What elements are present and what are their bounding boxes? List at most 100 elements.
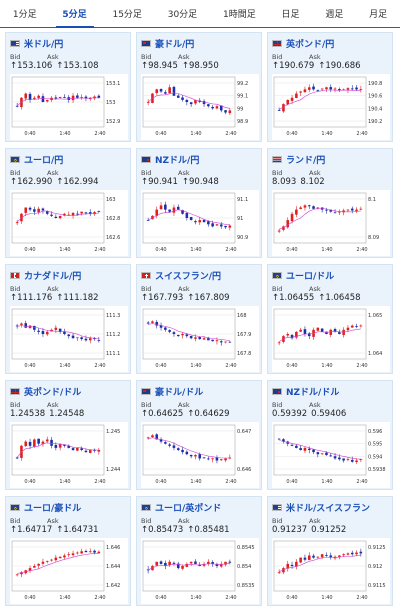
candle-body xyxy=(67,554,71,556)
moving-average-line xyxy=(148,92,230,109)
candle-body xyxy=(151,321,154,323)
mini-chart[interactable]: 1.646 1.644 1.642 0:40 1:40 2:40 xyxy=(10,538,128,604)
currency-card[interactable]: 英ポンド/ドル Bid Ask 1.24538 1.24548 1.245 1.244 0:4… xyxy=(5,380,131,490)
candle-body xyxy=(202,219,206,223)
mini-chart[interactable]: 0.9125 0.912 0.9115 0:40 1:40 2:40 xyxy=(272,538,390,604)
candle-body xyxy=(355,87,358,90)
bid-price: ↑0.64625 xyxy=(141,409,184,419)
mini-chart[interactable]: 91.1 91 90.9 0:40 1:40 2:40 xyxy=(141,190,259,256)
tab-3[interactable]: 30分足 xyxy=(167,10,198,20)
currency-card[interactable]: ユーロ/英ポンド Bid Ask ↑0.85473 ↑0.85481 0.8545 0.85… xyxy=(136,496,262,606)
x-tick-label: 2:40 xyxy=(225,363,236,369)
ch-flag-icon xyxy=(141,271,151,279)
mini-chart[interactable]: 190.8 190.6 190.4 190.2 0:40 1:40 2:40 xyxy=(272,74,390,140)
pair-name[interactable]: ランド/円 xyxy=(286,155,326,166)
pair-name[interactable]: NZドル/円 xyxy=(155,155,200,166)
pair-name[interactable]: 豪ドル/円 xyxy=(155,39,195,50)
currency-card[interactable]: ユーロ/円 Bid Ask ↑162.990 ↑162.994 163 162.8 162.6… xyxy=(5,148,131,258)
candle-body xyxy=(15,105,19,107)
x-tick-label: 2:40 xyxy=(94,363,105,369)
x-tick-label: 1:40 xyxy=(321,247,332,253)
candle-body xyxy=(97,95,101,98)
plot-frame xyxy=(142,424,236,476)
y-tick-label: 91.1 xyxy=(237,197,248,203)
tab-4[interactable]: 1時間足 xyxy=(222,10,256,20)
currency-card[interactable]: NZドル/ドル Bid Ask 0.59392 0.59406 0.596 0.595 0.5… xyxy=(267,380,393,490)
currency-card[interactable]: NZドル/円 Bid Ask ↑90.941 ↑90.948 91.1 91 90.9 0:40… xyxy=(136,148,262,258)
candle-body xyxy=(41,96,45,102)
pair-name[interactable]: 英ポンド/円 xyxy=(286,39,335,50)
y-tick-label: 163 xyxy=(106,197,116,203)
x-tick-label: 2:40 xyxy=(356,363,367,369)
currency-card[interactable]: カナダドル/円 Bid Ask ↑111.176 ↑111.182 111.3 111.2 1… xyxy=(5,264,131,374)
candle-body xyxy=(224,561,227,565)
y-tick-label: 91 xyxy=(237,216,243,222)
mini-chart[interactable]: 1.245 1.244 0:40 1:40 2:40 xyxy=(10,422,128,488)
currency-card[interactable]: 豪ドル/ドル Bid Ask ↑0.64625 ↑0.64629 0.647 0.646 0:… xyxy=(136,380,262,490)
tab-0[interactable]: 1分足 xyxy=(12,10,37,20)
mini-chart[interactable]: 0.8545 0.854 0.8535 0:40 1:40 2:40 xyxy=(141,538,259,604)
pair-name[interactable]: スイスフラン/円 xyxy=(155,271,222,282)
y-tick-label: 167.8 xyxy=(237,351,251,357)
candle-body xyxy=(342,89,345,91)
mini-chart[interactable]: 111.3 111.2 111.1 0:40 1:40 2:40 xyxy=(10,306,128,372)
pair-name[interactable]: 米ドル/スイスフラン xyxy=(286,503,371,514)
mini-chart[interactable]: 8.1 8.09 0:40 1:40 2:40 xyxy=(272,190,390,256)
bid-ask-labels: Bid Ask xyxy=(272,517,346,525)
tab-5[interactable]: 日足 xyxy=(281,10,300,20)
pair-name[interactable]: NZドル/ドル xyxy=(286,387,340,398)
candle-body xyxy=(329,555,333,558)
candle-body xyxy=(20,323,23,325)
candle-body xyxy=(207,458,210,460)
currency-card[interactable]: 米ドル/円 Bid Ask ↑153.106 ↑153.108 153.1 153 152.9… xyxy=(5,32,131,142)
pair-name[interactable]: ユーロ/円 xyxy=(24,155,64,166)
tab-6[interactable]: 週足 xyxy=(325,10,344,20)
ask-label: Ask xyxy=(47,169,59,177)
candle-body xyxy=(176,563,180,569)
pair-name[interactable]: カナダドル/円 xyxy=(24,271,82,282)
bid-label: Bid xyxy=(272,169,283,177)
mini-chart[interactable]: 1.065 1.064 0:40 1:40 2:40 xyxy=(272,306,390,372)
x-tick-label: 0:40 xyxy=(155,479,166,485)
candle-body xyxy=(45,439,49,442)
currency-card[interactable]: 英ポンド/円 Bid Ask ↑190.679 ↑190.686 190.8 190.6 19… xyxy=(267,32,393,142)
x-tick-label: 0:40 xyxy=(24,595,35,601)
mini-chart[interactable]: 0.596 0.595 0.594 0.5938 0:40 1:40 2:40 xyxy=(272,422,390,488)
candle-body xyxy=(312,86,315,90)
pair-name[interactable]: 英ポンド/ドル xyxy=(24,387,82,398)
mini-chart[interactable]: 99.2 99.1 99 98.9 0:40 1:40 2:40 xyxy=(141,74,259,140)
candle-body xyxy=(146,102,150,103)
bid-price: ↑167.793 xyxy=(141,293,184,303)
pair-name[interactable]: 米ドル/円 xyxy=(24,39,64,50)
currency-card[interactable]: 豪ドル/円 Bid Ask ↑98.945 ↑98.950 99.2 99.1 99 98.9 0… xyxy=(136,32,262,142)
pair-name[interactable]: ユーロ/ドル xyxy=(286,271,335,282)
currency-card[interactable]: スイスフラン/円 Bid Ask ↑167.793 ↑167.809 168 167.9 16… xyxy=(136,264,262,374)
candle-body xyxy=(346,327,350,331)
y-tick-label: 99.1 xyxy=(237,94,248,100)
bid-ask-labels: Bid Ask xyxy=(141,401,215,409)
currency-card[interactable]: ユーロ/豪ドル Bid Ask ↑1.64717 ↑1.64731 1.646 1.644 1… xyxy=(5,496,131,606)
pair-name[interactable]: ユーロ/豪ドル xyxy=(24,503,82,514)
x-tick-label: 2:40 xyxy=(94,479,105,485)
pair-name[interactable]: 豪ドル/ドル xyxy=(155,387,204,398)
y-tick-label: 153.1 xyxy=(106,81,120,87)
candle-body xyxy=(333,456,337,459)
candle-body xyxy=(33,439,36,447)
mini-chart[interactable]: 168 167.9 167.8 0:40 1:40 2:40 xyxy=(141,306,259,372)
bid-price: ↑162.990 xyxy=(10,177,53,187)
tab-7[interactable]: 月足 xyxy=(369,10,388,20)
mini-chart[interactable]: 163 162.8 162.6 0:40 1:40 2:40 xyxy=(10,190,128,256)
currency-card[interactable]: ランド/円 Bid Ask 8.093 8.102 8.1 8.09 0:40 1:40 2:40 xyxy=(267,148,393,258)
prices: ↑0.64625 ↑0.64629 xyxy=(141,409,234,419)
mini-chart[interactable]: 0.647 0.646 0:40 1:40 2:40 xyxy=(141,422,259,488)
pair-name[interactable]: ユーロ/英ポンド xyxy=(155,503,222,514)
tab-2[interactable]: 15分足 xyxy=(112,10,142,20)
tab-1[interactable]: 5分足 xyxy=(50,0,100,28)
candlestick-chart: 1.245 1.244 0:40 1:40 2:40 xyxy=(11,424,120,485)
currency-card[interactable]: ユーロ/ドル Bid Ask ↑1.06455 ↑1.06458 1.065 1.064 0:… xyxy=(267,264,393,374)
eu-flag-icon xyxy=(10,155,20,163)
currency-card[interactable]: 米ドル/スイスフラン Bid Ask 0.91237 0.91252 0.9125 0.91… xyxy=(267,496,393,606)
mini-chart[interactable]: 153.1 153 152.9 0:40 1:40 2:40 xyxy=(10,74,128,140)
candle-body xyxy=(185,334,189,337)
x-tick-label: 0:40 xyxy=(286,363,297,369)
